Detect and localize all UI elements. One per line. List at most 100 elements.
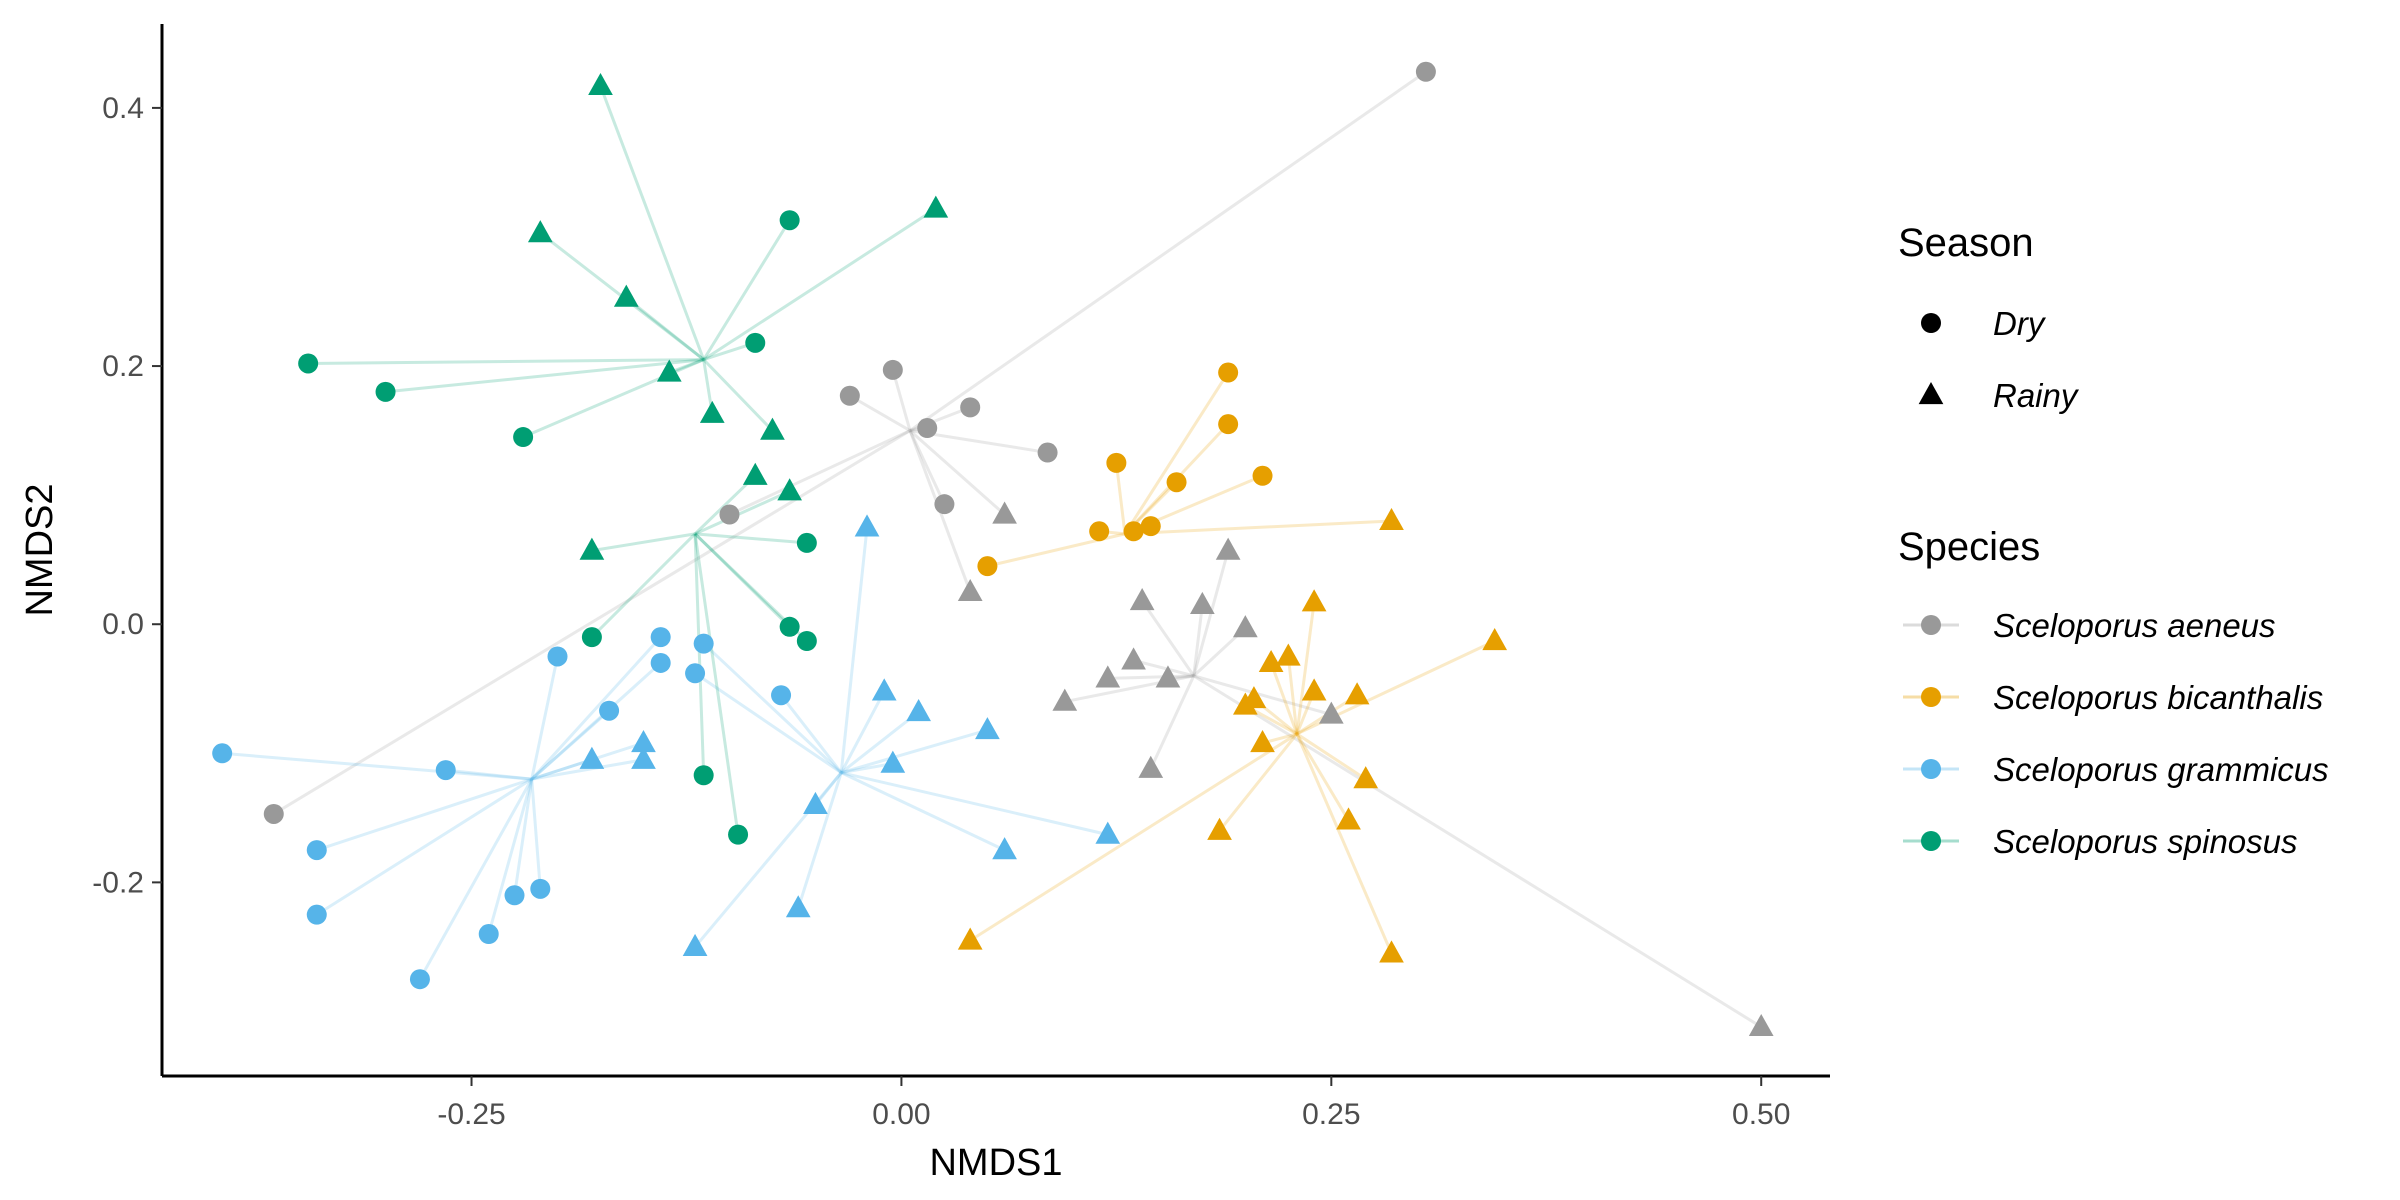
- legend-species-key: [1921, 615, 1941, 635]
- centroid-spokes: [222, 70, 1763, 1029]
- point-dry-sceloporus-spinosus: [779, 210, 800, 231]
- point-rainy-sceloporus-bicanthalis: [1336, 807, 1361, 830]
- y-axis-title: NMDS2: [19, 483, 61, 616]
- y-tick-label: 0.0: [102, 608, 144, 641]
- spoke-sceloporus-aeneus: [1192, 604, 1204, 677]
- spoke-sceloporus-aeneus: [1149, 675, 1196, 770]
- point-dry-sceloporus-grammicus: [547, 646, 568, 667]
- x-tick-label: 0.25: [1302, 1098, 1360, 1131]
- point-rainy-sceloporus-grammicus: [785, 895, 811, 918]
- spoke-sceloporus-spinosus: [694, 489, 791, 536]
- spoke-sceloporus-grammicus: [418, 778, 534, 980]
- spoke-sceloporus-grammicus: [531, 758, 593, 781]
- legend-title-season: Season: [1898, 221, 2034, 265]
- legend: Season Dry Rainy Species Sceloporus aeneu…: [1898, 221, 2329, 860]
- point-dry-sceloporus-grammicus: [693, 633, 714, 654]
- spoke-sceloporus-grammicus: [779, 694, 843, 774]
- spoke-sceloporus-grammicus: [814, 771, 843, 806]
- point-rainy-sceloporus-aeneus: [1190, 591, 1215, 614]
- legend-season-label: Rainy: [1993, 377, 2080, 414]
- point-dry-sceloporus-spinosus: [581, 627, 602, 648]
- point-rainy-sceloporus-grammicus: [854, 514, 880, 537]
- point-rainy-sceloporus-spinosus: [777, 478, 802, 501]
- spoke-sceloporus-grammicus: [531, 758, 644, 781]
- point-rainy-sceloporus-spinosus: [923, 195, 949, 218]
- point-dry-sceloporus-bicanthalis: [1123, 521, 1144, 542]
- spoke-sceloporus-aeneus: [849, 394, 911, 432]
- point-rainy-sceloporus-bicanthalis: [1301, 589, 1327, 612]
- point-rainy-sceloporus-aeneus: [1095, 665, 1121, 688]
- legend-title-species: Species: [1898, 525, 2040, 569]
- spoke-sceloporus-grammicus: [840, 710, 920, 774]
- point-dry-sceloporus-grammicus: [771, 685, 792, 706]
- spoke-sceloporus-grammicus: [840, 762, 894, 775]
- legend-species-label: Sceloporus aeneus: [1993, 607, 2276, 644]
- spoke-sceloporus-aeneus: [1140, 600, 1195, 677]
- point-rainy-sceloporus-bicanthalis: [1344, 682, 1370, 705]
- spoke-sceloporus-grammicus: [840, 771, 1109, 837]
- point-rainy-sceloporus-spinosus: [742, 462, 768, 485]
- spoke-sceloporus-grammicus: [487, 778, 534, 935]
- spoke-sceloporus-spinosus: [385, 358, 704, 394]
- point-rainy-sceloporus-grammicus: [975, 717, 1000, 740]
- point-rainy-sceloporus-spinosus: [656, 359, 682, 382]
- spoke-sceloporus-bicanthalis: [1124, 519, 1392, 536]
- point-dry-sceloporus-bicanthalis: [977, 556, 998, 577]
- point-rainy-sceloporus-spinosus: [579, 537, 605, 560]
- spoke-sceloporus-aeneus: [908, 429, 946, 505]
- point-rainy-sceloporus-bicanthalis: [1379, 940, 1404, 963]
- legend-rainy-key: [1918, 382, 1944, 405]
- point-dry-sceloporus-aeneus: [882, 359, 903, 380]
- point-dry-sceloporus-aeneus: [917, 418, 938, 439]
- point-dry-sceloporus-grammicus: [530, 878, 551, 899]
- point-dry-sceloporus-aeneus: [839, 385, 860, 406]
- spoke-sceloporus-bicanthalis: [1123, 371, 1230, 535]
- point-rainy-sceloporus-bicanthalis: [1250, 729, 1275, 753]
- spoke-sceloporus-spinosus: [693, 533, 706, 776]
- point-dry-sceloporus-grammicus: [650, 652, 671, 673]
- spoke-sceloporus-bicanthalis: [1295, 733, 1393, 954]
- point-rainy-sceloporus-grammicus: [631, 729, 656, 753]
- point-dry-sceloporus-grammicus: [212, 743, 233, 764]
- point-rainy-sceloporus-aeneus: [1318, 701, 1344, 724]
- point-rainy-sceloporus-bicanthalis: [1258, 649, 1284, 673]
- point-rainy-sceloporus-bicanthalis: [1353, 766, 1379, 789]
- point-rainy-sceloporus-grammicus: [682, 933, 708, 957]
- point-dry-sceloporus-aeneus: [719, 504, 740, 525]
- legend-species-key: [1921, 687, 1941, 707]
- point-dry-sceloporus-spinosus: [375, 381, 396, 402]
- spoke-sceloporus-spinosus: [702, 207, 937, 361]
- y-tick-label: 0.2: [102, 350, 144, 383]
- point-dry-sceloporus-grammicus: [306, 840, 327, 861]
- spoke-sceloporus-aeneus: [909, 70, 1427, 432]
- point-dry-sceloporus-spinosus: [779, 616, 800, 637]
- point-dry-sceloporus-grammicus: [599, 700, 620, 721]
- point-rainy-sceloporus-aeneus: [1215, 537, 1241, 560]
- spoke-sceloporus-grammicus: [694, 672, 843, 774]
- point-dry-sceloporus-grammicus: [409, 969, 430, 990]
- spoke-sceloporus-aeneus: [1133, 658, 1195, 678]
- point-dry-sceloporus-bicanthalis: [1218, 362, 1239, 383]
- spoke-sceloporus-grammicus: [513, 778, 534, 896]
- point-dry-sceloporus-aeneus: [934, 494, 955, 515]
- point-rainy-sceloporus-grammicus: [1095, 821, 1121, 844]
- point-rainy-sceloporus-grammicus: [871, 678, 897, 701]
- point-rainy-sceloporus-aeneus: [992, 501, 1017, 524]
- spoke-sceloporus-grammicus: [222, 751, 532, 781]
- legend-species-key: [1921, 831, 1941, 851]
- point-rainy-sceloporus-spinosus: [613, 284, 639, 307]
- legend-season-label: Dry: [1993, 305, 2047, 342]
- point-rainy-sceloporus-aeneus: [1052, 688, 1078, 711]
- legend-species-key: [1921, 759, 1941, 779]
- point-rainy-sceloporus-spinosus: [760, 417, 785, 440]
- point-rainy-sceloporus-bicanthalis: [1379, 507, 1404, 531]
- point-rainy-sceloporus-grammicus: [631, 746, 656, 769]
- point-rainy-sceloporus-bicanthalis: [1301, 678, 1327, 701]
- point-dry-sceloporus-spinosus: [728, 824, 749, 845]
- point-rainy-sceloporus-grammicus: [992, 837, 1017, 860]
- point-dry-sceloporus-bicanthalis: [1089, 521, 1110, 542]
- x-tick-label: 0.00: [872, 1098, 930, 1131]
- point-rainy-sceloporus-grammicus: [906, 698, 931, 722]
- legend-dry-key: [1921, 313, 1941, 333]
